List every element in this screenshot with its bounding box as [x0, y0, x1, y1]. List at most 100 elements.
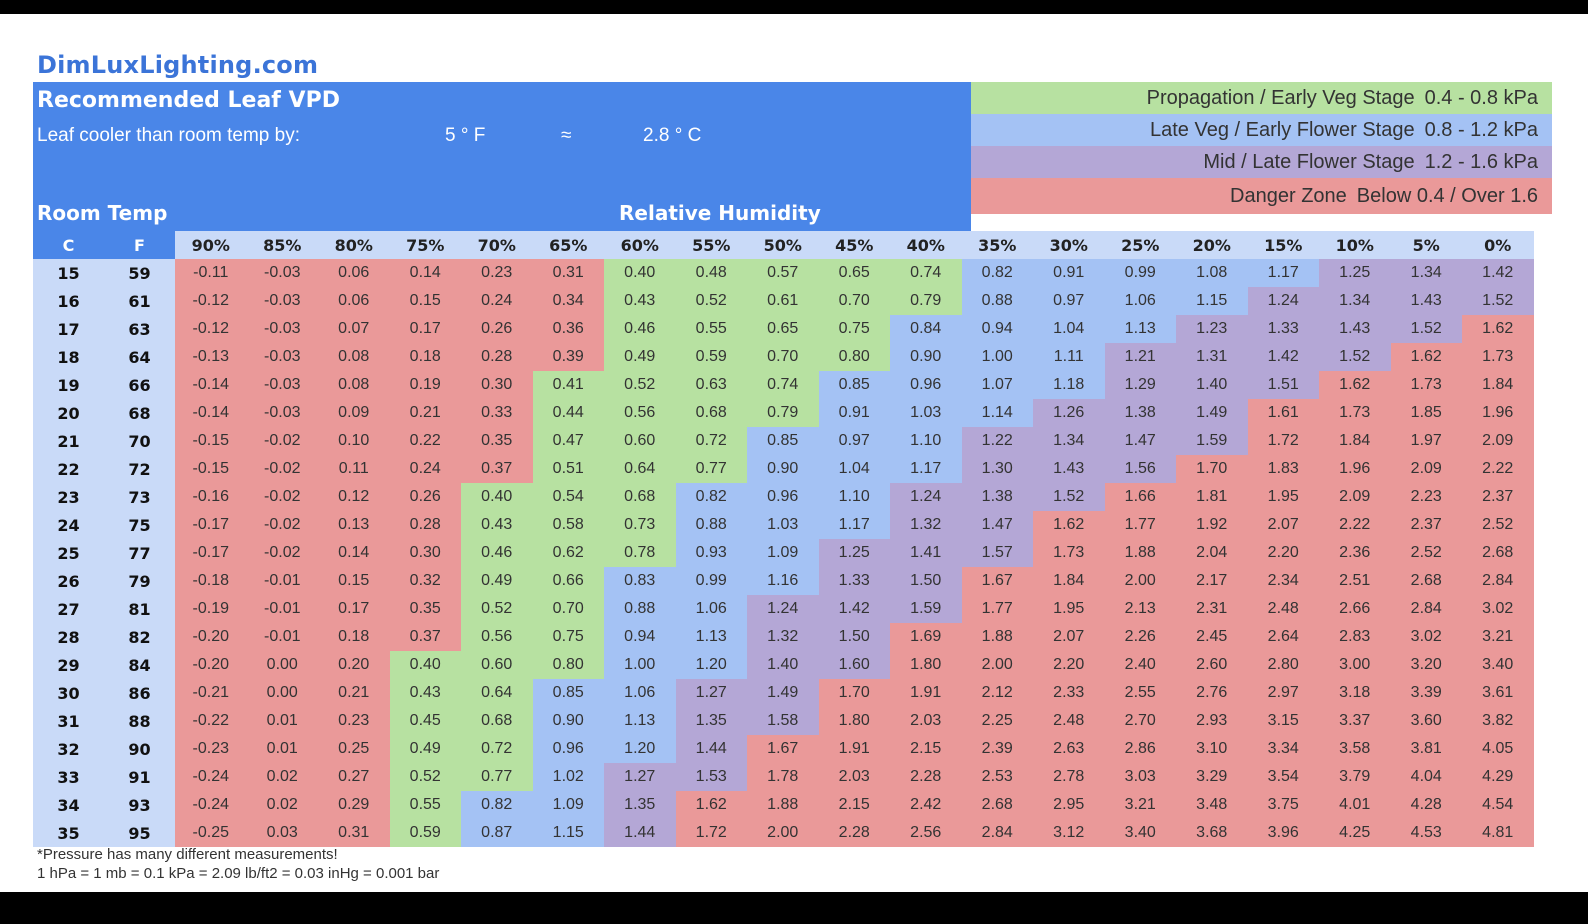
vpd-value-cell: 0.64 — [604, 455, 676, 483]
vpd-value-cell: 0.34 — [532, 287, 604, 315]
vpd-value-cell: -0.02 — [246, 427, 318, 455]
legend-stage-label: Mid / Late Flower Stage — [1203, 150, 1415, 173]
temp-fahrenheit-cell: 73 — [104, 483, 175, 511]
temp-fahrenheit-cell: 70 — [104, 427, 175, 455]
leaf-cooler-label: Leaf cooler than room temp by: — [37, 125, 300, 146]
vpd-value-cell: 2.39 — [961, 735, 1033, 763]
temp-fahrenheit-cell: 75 — [104, 511, 175, 539]
vpd-value-cell: 4.54 — [1462, 791, 1534, 819]
vpd-value-cell: 1.14 — [961, 399, 1033, 427]
vpd-value-cell: 1.52 — [1390, 315, 1462, 343]
temp-celsius-cell: 33 — [33, 763, 104, 791]
vpd-value-cell: 1.31 — [1176, 343, 1248, 371]
vpd-value-cell: 0.57 — [747, 259, 819, 287]
vpd-value-cell: 2.34 — [1247, 567, 1319, 595]
vpd-value-cell: 1.04 — [1033, 315, 1105, 343]
vpd-value-cell: 0.27 — [318, 763, 390, 791]
vpd-value-cell: 2.36 — [1319, 539, 1391, 567]
vpd-value-cell: 3.00 — [1319, 651, 1391, 679]
vpd-value-cell: 1.97 — [1390, 427, 1462, 455]
vpd-value-cell: 2.76 — [1176, 679, 1248, 707]
vpd-value-cell: 1.73 — [1390, 371, 1462, 399]
vpd-value-cell: 1.02 — [532, 763, 604, 791]
vpd-value-cell: 2.28 — [890, 763, 962, 791]
temp-fahrenheit-cell: 90 — [104, 735, 175, 763]
vpd-value-cell: 2.12 — [961, 679, 1033, 707]
vpd-value-cell: -0.01 — [246, 595, 318, 623]
vpd-value-cell: 1.59 — [890, 595, 962, 623]
legend-stage-label: Danger Zone — [1230, 184, 1347, 207]
vpd-value-cell: 0.30 — [389, 539, 461, 567]
rh-column-header: 45% — [818, 231, 890, 259]
vpd-value-cell: 0.40 — [461, 483, 533, 511]
vpd-value-cell: 0.52 — [675, 287, 747, 315]
vpd-value-cell: 2.45 — [1176, 623, 1248, 651]
vpd-value-cell: 2.78 — [1033, 763, 1105, 791]
vpd-value-cell: 0.21 — [389, 399, 461, 427]
vpd-value-cell: 3.40 — [1104, 819, 1176, 847]
vpd-value-cell: 0.09 — [318, 399, 390, 427]
vpd-value-cell: 1.27 — [604, 763, 676, 791]
vpd-value-cell: 1.20 — [604, 735, 676, 763]
leaf-cooler-fahrenheit: 5 ° F — [445, 125, 486, 146]
vpd-value-cell: 2.68 — [1462, 539, 1534, 567]
vpd-value-cell: 2.48 — [1033, 707, 1105, 735]
vpd-value-cell: 1.88 — [1104, 539, 1176, 567]
vpd-value-cell: 0.96 — [890, 371, 962, 399]
vpd-value-cell: 3.18 — [1319, 679, 1391, 707]
vpd-value-cell: 0.12 — [318, 483, 390, 511]
temp-celsius-cell: 28 — [33, 623, 104, 651]
temp-celsius-cell: 17 — [33, 315, 104, 343]
vpd-value-cell: 2.52 — [1462, 511, 1534, 539]
vpd-value-cell: 1.10 — [890, 427, 962, 455]
vpd-value-cell: 1.30 — [961, 455, 1033, 483]
temp-celsius-cell: 35 — [33, 819, 104, 847]
vpd-value-cell: -0.12 — [175, 315, 247, 343]
vpd-value-cell: 1.58 — [747, 707, 819, 735]
vpd-value-cell: -0.11 — [175, 259, 247, 287]
vpd-value-cell: -0.03 — [246, 343, 318, 371]
vpd-value-cell: 0.19 — [389, 371, 461, 399]
vpd-value-cell: 1.62 — [1319, 371, 1391, 399]
vpd-value-cell: 0.24 — [389, 455, 461, 483]
vpd-value-cell: 0.20 — [318, 651, 390, 679]
rh-column-header: 0% — [1462, 231, 1534, 259]
vpd-value-cell: 0.88 — [961, 287, 1033, 315]
vpd-value-cell: 1.96 — [1319, 455, 1391, 483]
vpd-value-cell: 1.06 — [675, 595, 747, 623]
vpd-value-cell: 0.80 — [532, 651, 604, 679]
vpd-value-cell: 1.73 — [1462, 343, 1534, 371]
vpd-value-cell: 2.40 — [1104, 651, 1176, 679]
vpd-value-cell: 0.37 — [461, 455, 533, 483]
vpd-value-cell: 2.00 — [961, 651, 1033, 679]
vpd-value-cell: 1.92 — [1176, 511, 1248, 539]
vpd-value-cell: 1.67 — [747, 735, 819, 763]
vpd-value-cell: 0.52 — [389, 763, 461, 791]
temp-fahrenheit-cell: 72 — [104, 455, 175, 483]
vpd-value-cell: 2.22 — [1319, 511, 1391, 539]
vpd-value-cell: 1.18 — [1033, 371, 1105, 399]
vpd-value-cell: 1.43 — [1033, 455, 1105, 483]
rh-column-header: 30% — [1033, 231, 1105, 259]
vpd-value-cell: -0.19 — [175, 595, 247, 623]
vpd-value-cell: 0.06 — [318, 287, 390, 315]
vpd-value-cell: 1.62 — [1390, 343, 1462, 371]
vpd-value-cell: 1.43 — [1390, 287, 1462, 315]
vpd-value-cell: 0.29 — [318, 791, 390, 819]
pressure-conversion-note: 1 hPa = 1 mb = 0.1 kPa = 2.09 lb/ft2 = 0… — [37, 865, 440, 882]
temp-celsius-cell: 29 — [33, 651, 104, 679]
vpd-value-cell: 1.13 — [1104, 315, 1176, 343]
vpd-value-cell: 0.74 — [890, 259, 962, 287]
vpd-value-cell: 0.35 — [389, 595, 461, 623]
vpd-value-cell: 1.32 — [890, 511, 962, 539]
vpd-value-cell: 1.41 — [890, 539, 962, 567]
vpd-value-cell: 0.60 — [461, 651, 533, 679]
temp-celsius-cell: 22 — [33, 455, 104, 483]
vpd-value-cell: -0.14 — [175, 371, 247, 399]
vpd-value-cell: 0.60 — [604, 427, 676, 455]
vpd-value-cell: 0.24 — [461, 287, 533, 315]
vpd-value-cell: 0.06 — [318, 259, 390, 287]
vpd-value-cell: 3.21 — [1104, 791, 1176, 819]
vpd-value-cell: 1.78 — [747, 763, 819, 791]
vpd-value-cell: 1.60 — [818, 651, 890, 679]
